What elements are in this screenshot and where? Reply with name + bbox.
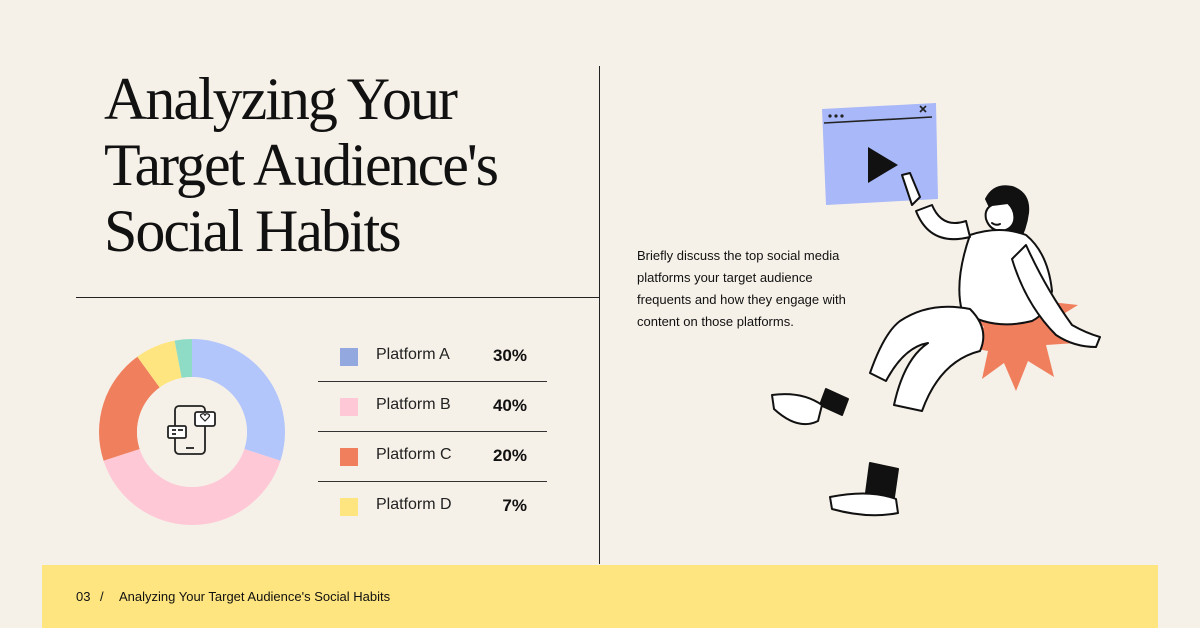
legend-label: Platform B xyxy=(376,396,451,413)
footer-title: Analyzing Your Target Audience's Social … xyxy=(119,589,391,604)
footer-separator: / xyxy=(100,589,104,604)
play-icon xyxy=(868,147,898,183)
legend-label: Platform C xyxy=(376,446,452,463)
title-line-2: Target Audience's xyxy=(104,132,499,198)
legend-value: 40% xyxy=(492,396,527,415)
donut-slice-other xyxy=(174,339,192,378)
legend-value: 20% xyxy=(492,446,527,465)
legend-row-platform-a: Platform A 30% xyxy=(318,332,547,382)
video-player-icon xyxy=(822,103,938,205)
horizontal-divider xyxy=(76,297,600,298)
legend-swatch-platform-d xyxy=(340,498,358,516)
page-number: 03 xyxy=(76,589,91,604)
vertical-divider xyxy=(599,66,600,564)
legend-row-platform-d: Platform D 7% xyxy=(318,482,547,531)
donut-slice-platform-b xyxy=(103,448,281,525)
legend-row-platform-b: Platform B 40% xyxy=(318,382,547,432)
legend-swatch-platform-c xyxy=(340,448,358,466)
donut-slice-platform-a xyxy=(192,339,285,461)
donut-chart xyxy=(98,339,285,525)
donut-slice-platform-d xyxy=(137,340,182,388)
burst-star-icon xyxy=(958,263,1078,391)
legend-label: Platform A xyxy=(376,346,450,363)
description-text: Briefly discuss the top social media pla… xyxy=(637,248,846,329)
chart-legend: Platform A 30% Platform B 40% Platform C… xyxy=(318,332,547,531)
legend-value: 7% xyxy=(502,496,527,515)
person-pointing-icon xyxy=(771,172,1101,517)
mobile-social-icon xyxy=(167,405,216,455)
legend-label: Platform D xyxy=(376,496,452,513)
title-line-3: Social Habits xyxy=(104,198,402,264)
illustration xyxy=(771,103,1101,517)
legend-swatch-platform-b xyxy=(340,398,358,416)
title-line-1: Analyzing Your xyxy=(104,66,458,132)
legend-value: 30% xyxy=(492,346,527,365)
donut-slice-platform-c xyxy=(98,356,160,461)
footer-bar: 03 / Analyzing Your Target Audience's So… xyxy=(42,565,1158,628)
page-title: Analyzing Your Target Audience's Social … xyxy=(104,66,574,264)
legend-swatch-platform-a xyxy=(340,348,358,366)
legend-row-platform-c: Platform C 20% xyxy=(318,432,547,482)
donut-hole xyxy=(137,377,247,487)
